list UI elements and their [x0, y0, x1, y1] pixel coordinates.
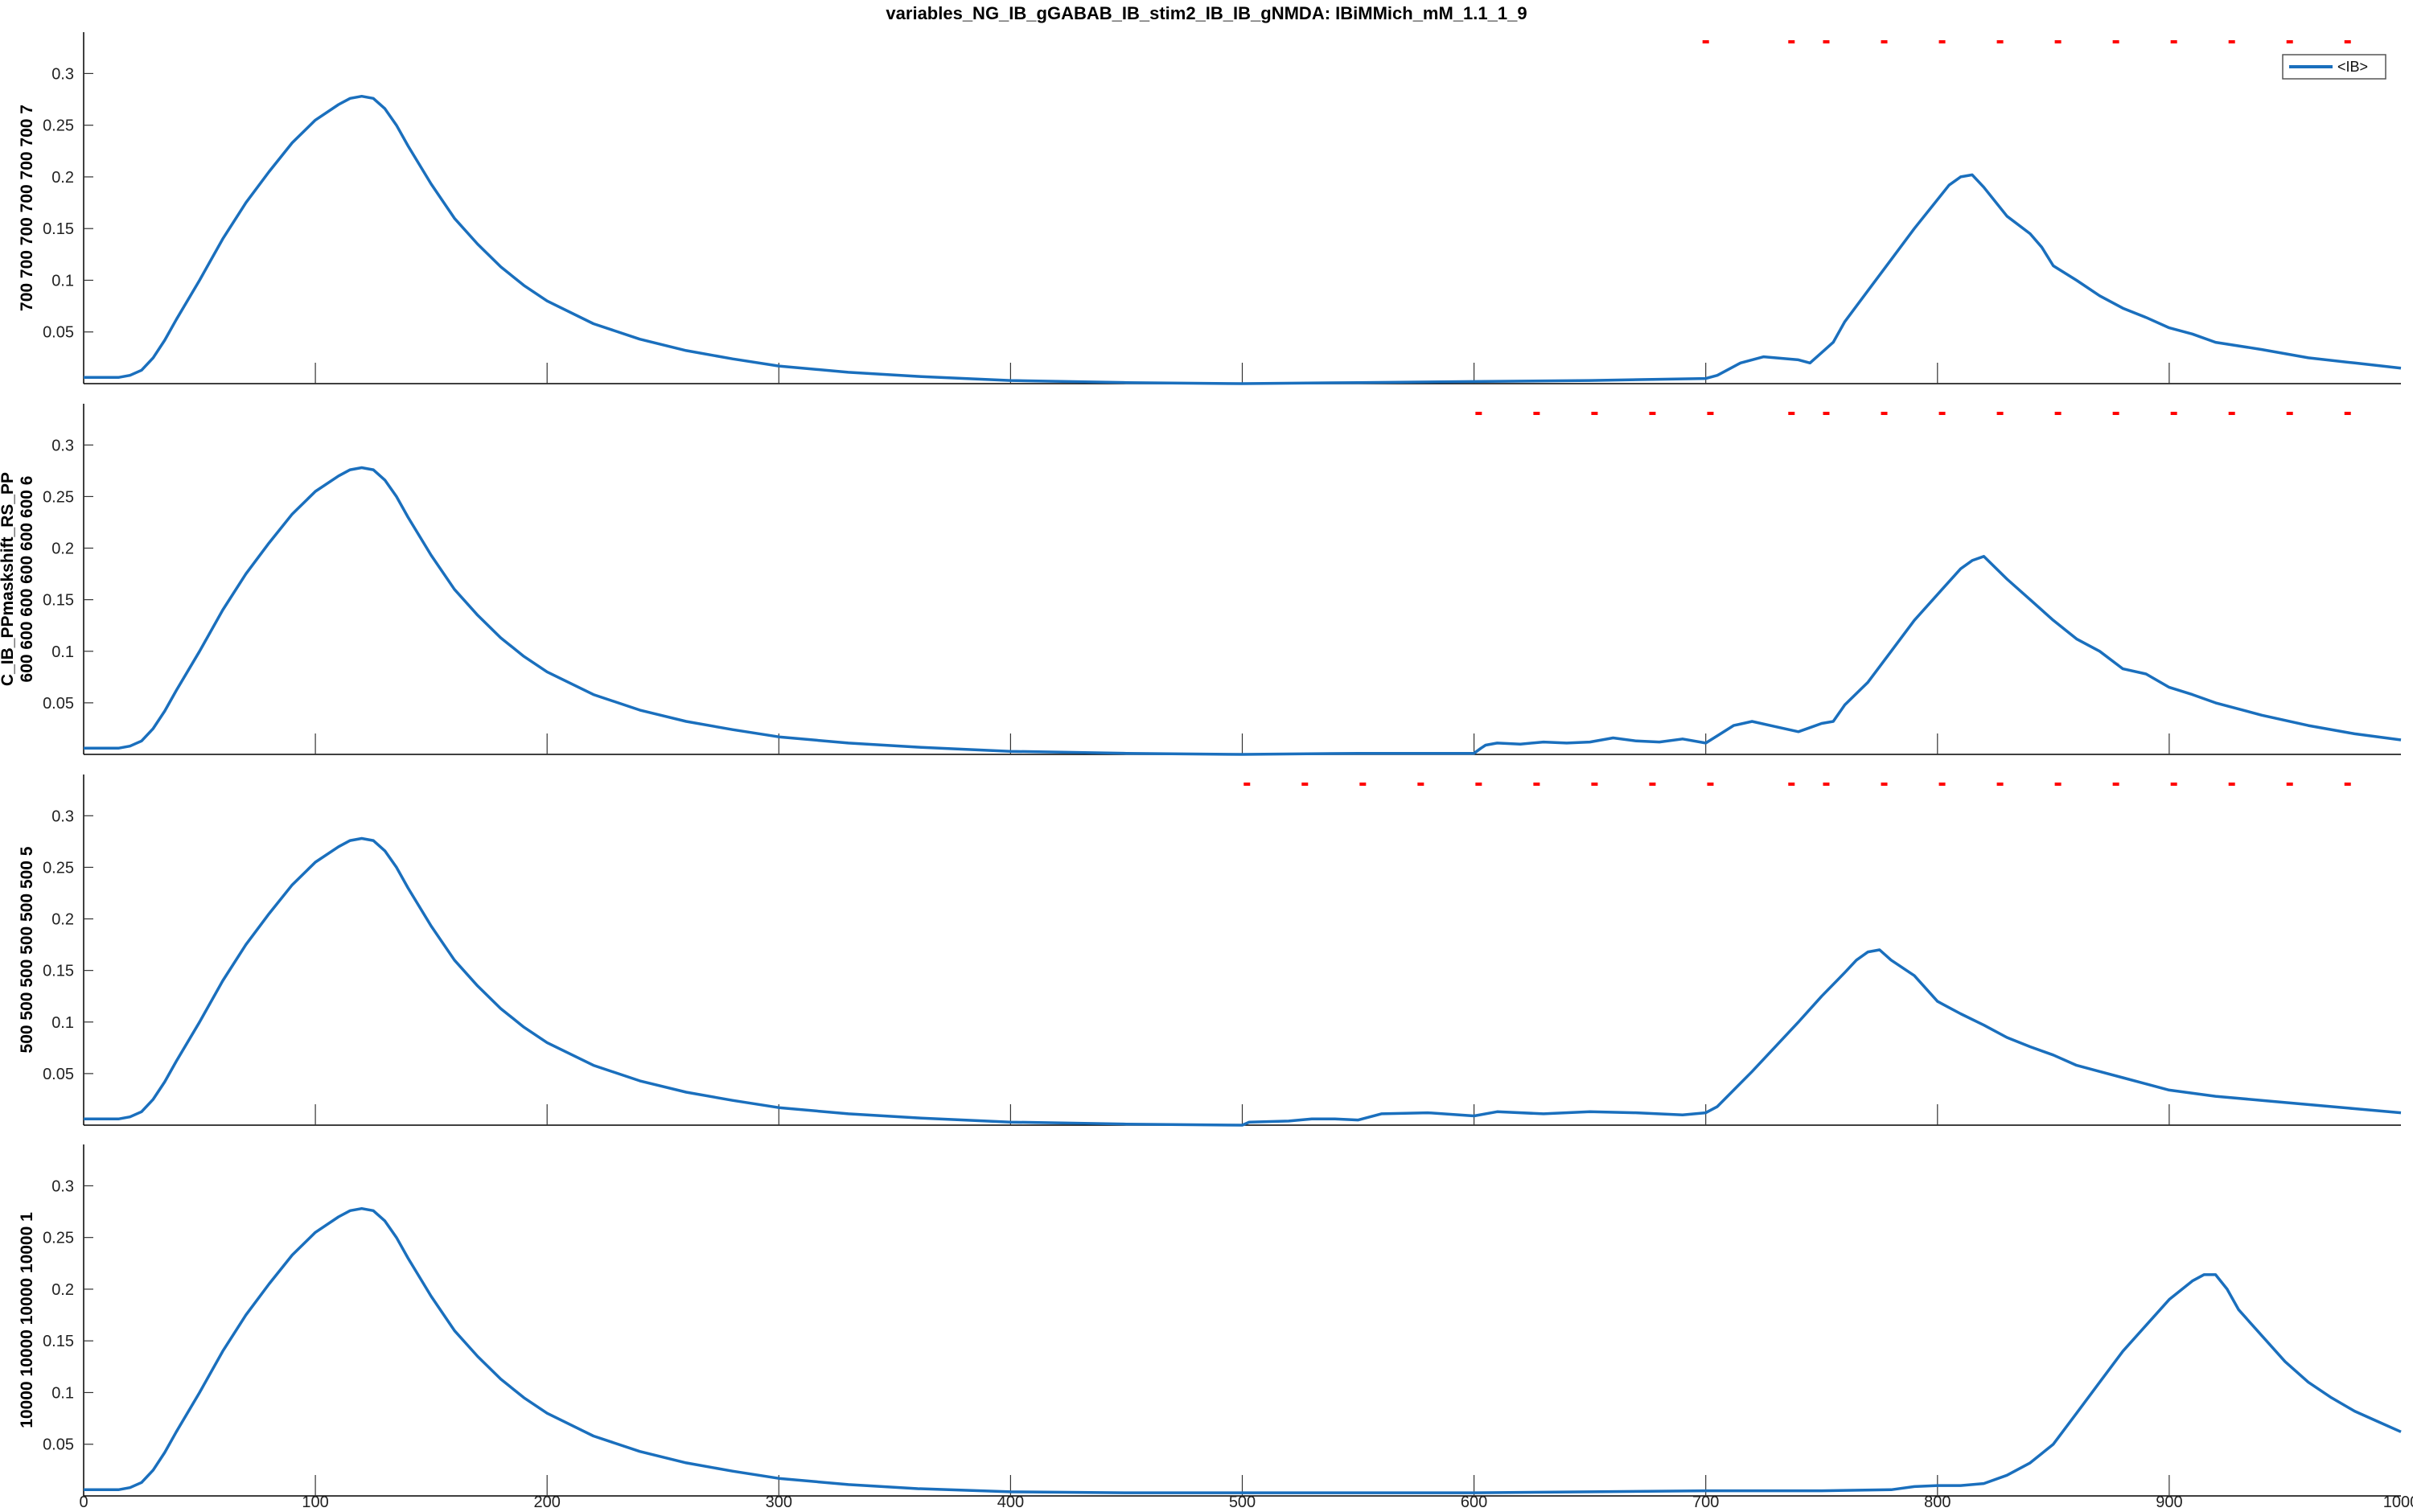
- legend: <IB>: [2282, 54, 2386, 80]
- series-line-IB: [84, 836, 2402, 1127]
- x-tick-label: 1000: [2383, 1494, 2413, 1508]
- x-tick-label: 400: [997, 1494, 1024, 1508]
- y-tick-label: 0.2: [51, 1281, 74, 1299]
- y-tick-label: 0.05: [43, 695, 74, 713]
- x-tick-label: 900: [2156, 1494, 2182, 1508]
- series-line-IB: [84, 466, 2402, 756]
- y-tick-label: 0.2: [51, 540, 74, 558]
- x-tick-label: 200: [534, 1494, 561, 1508]
- y-tick-label: 0.1: [51, 1014, 74, 1032]
- y-axis-label: 600 600 600 600 600 600 6: [18, 476, 36, 683]
- y-tick-label: 0.05: [43, 324, 74, 342]
- x-tick-label: 700: [1692, 1494, 1719, 1508]
- panel-1: 0.05 0.1 0.15 0.2 0.25 0.3 700 700 700 700 700…: [18, 32, 2402, 385]
- x-tick-label: 600: [1461, 1494, 1487, 1508]
- y-tick-label: 0.15: [43, 963, 74, 980]
- figure-title: variables_NG_IB_gGABAB_IB_stim2_IB_IB_gN…: [886, 3, 1527, 23]
- y-tick-label: 0.3: [51, 437, 74, 454]
- y-axis-label: C_IB_PPmaskshift_RS_PP: [0, 472, 17, 686]
- y-tick-label: 0.05: [43, 1436, 74, 1454]
- x-tick-label: 800: [1924, 1494, 1951, 1508]
- y-tick-label: 0.25: [43, 117, 74, 135]
- x-tick-label: 500: [1229, 1494, 1256, 1508]
- y-tick-label: 0.3: [51, 1177, 74, 1195]
- x-tick-label: 300: [766, 1494, 792, 1508]
- y-tick-label: 0.3: [51, 65, 74, 83]
- y-tick-label: 0.25: [43, 488, 74, 506]
- y-tick-label: 0.15: [43, 220, 74, 238]
- series-line-IB: [84, 1206, 2402, 1494]
- panel-2: 0.05 0.1 0.15 0.2 0.25 0.3 C_IB_PPmaskshift_RS…: [0, 404, 2402, 756]
- y-tick-label: 0.25: [43, 859, 74, 877]
- y-tick-label: 0.2: [51, 169, 74, 187]
- y-tick-label: 0.3: [51, 807, 74, 825]
- y-tick-label: 0.25: [43, 1230, 74, 1247]
- y-axis-label: 700 700 700 700 700 700 7: [18, 105, 36, 311]
- y-tick-label: 0.1: [51, 643, 74, 661]
- y-tick-label: 0.05: [43, 1066, 74, 1083]
- panel-4: 0.05 0.1 0.15 0.2 0.25 0.3 0 100 200 300 400 500 600…: [18, 1144, 2413, 1511]
- panels: 0.05 0.1 0.15 0.2 0.25 0.3 700 700 700 700 700…: [0, 32, 2413, 1511]
- x-tick-label: 100: [302, 1494, 328, 1508]
- legend-label: <IB>: [2337, 59, 2368, 75]
- panel-3: 0.05 0.1 0.15 0.2 0.25 0.3 500 500 500 500 500…: [18, 774, 2402, 1127]
- y-axis-label: 10000 10000 10000 10000 1: [18, 1212, 36, 1428]
- y-tick-label: 0.1: [51, 272, 74, 290]
- y-axis-label: 500 500 500 500 500 500 5: [18, 846, 36, 1053]
- series-line-IB: [84, 94, 2402, 385]
- y-tick-label: 0.15: [43, 1333, 74, 1350]
- y-tick-label: 0.1: [51, 1384, 74, 1402]
- x-tick-label: 0: [79, 1494, 88, 1508]
- y-tick-label: 0.2: [51, 911, 74, 929]
- y-tick-label: 0.15: [43, 592, 74, 610]
